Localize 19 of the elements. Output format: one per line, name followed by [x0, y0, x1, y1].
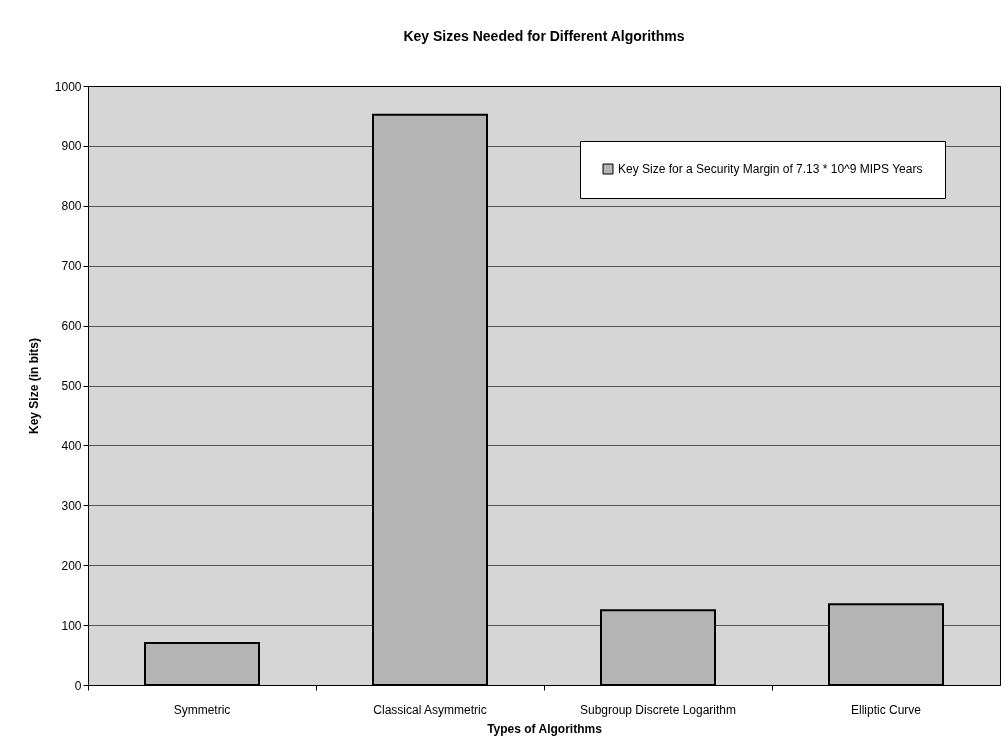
y-tick-label: 700 [61, 259, 82, 274]
y-tick-label: 200 [61, 558, 82, 573]
y-tick-label: 100 [61, 618, 82, 633]
y-tick-label: 800 [61, 199, 82, 214]
y-tick-label: 1000 [54, 79, 82, 94]
chart-title: Key Sizes Needed for Different Algorithms [403, 28, 685, 44]
y-tick-label: 500 [61, 379, 82, 393]
x-tick-label: Symmetric [173, 702, 231, 717]
legend-label: Key Size for a Security Margin of 7.13 * 10^9 MIPS Years [618, 162, 923, 176]
x-tick-label: Elliptic Curve [850, 702, 922, 717]
y-tick-label: 300 [61, 498, 82, 513]
y-tick-label: 0 [74, 678, 82, 693]
x-axis-title: Types of Algorithms [487, 721, 603, 736]
y-tick-label: 900 [61, 139, 82, 154]
y-tick-label: 600 [61, 319, 82, 334]
y-axis-title: Key Size (in bits) [26, 337, 41, 435]
x-tick-label: Subgroup Discrete Logarithm [579, 702, 737, 717]
y-tick-label: 400 [61, 438, 82, 453]
x-tick-label: Classical Asymmetric [373, 702, 487, 717]
